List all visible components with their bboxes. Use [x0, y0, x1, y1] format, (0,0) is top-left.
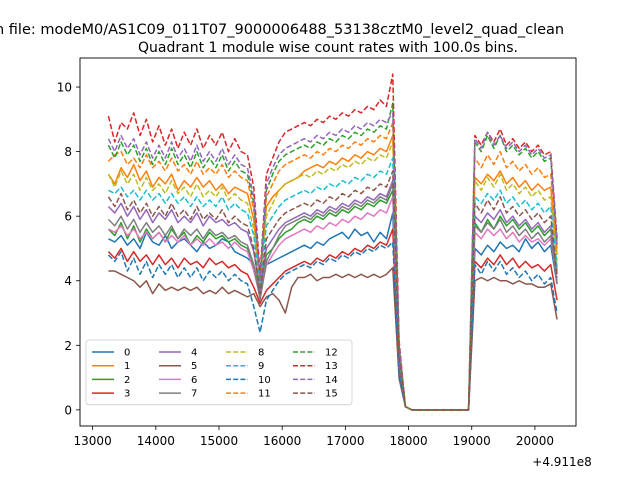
legend-label-5: 5	[191, 361, 197, 372]
legend-label-6: 6	[191, 375, 197, 386]
series-line-15	[107, 170, 558, 411]
legend-label-1: 1	[124, 361, 130, 372]
x-tick-label: 15000	[200, 434, 238, 448]
series-line-10	[107, 241, 558, 411]
x-tick-label: 19000	[453, 434, 491, 448]
series-line-6	[108, 196, 558, 411]
x-tick-label: 17000	[326, 434, 364, 448]
series-line-12	[107, 102, 558, 411]
legend-label-13: 13	[325, 361, 338, 372]
legend-label-12: 12	[325, 348, 338, 359]
series-line-13	[107, 73, 558, 411]
series-line-5	[108, 267, 558, 411]
legend-label-15: 15	[325, 389, 338, 400]
y-tick-label: 6	[64, 210, 72, 224]
legend-label-9: 9	[258, 361, 264, 372]
legend-label-0: 0	[124, 348, 130, 359]
x-tick-label: 20000	[516, 434, 554, 448]
series-line-3	[107, 228, 558, 411]
x-tick-label: 18000	[389, 434, 427, 448]
legend-label-11: 11	[258, 389, 271, 400]
y-tick-label: 2	[64, 339, 72, 353]
plot-area	[79, 57, 577, 427]
y-axis: 0 2 4 6 8 10	[57, 81, 80, 417]
series-line-14	[107, 112, 558, 411]
legend-label-14: 14	[325, 375, 338, 386]
series-layer	[107, 73, 558, 411]
legend-label-3: 3	[124, 389, 130, 400]
y-tick-label: 4	[64, 274, 72, 288]
series-line-11	[107, 121, 558, 411]
y-tick-label: 8	[64, 145, 72, 159]
series-line-7	[107, 183, 558, 411]
series-line-8	[107, 141, 558, 411]
chart-title: Quadrant 1 module wise count rates with …	[138, 40, 518, 56]
legend-label-10: 10	[258, 375, 271, 386]
legend-label-8: 8	[258, 348, 264, 359]
series-line-4	[107, 179, 558, 411]
legend-label-7: 7	[191, 389, 197, 400]
series-line-1	[107, 134, 558, 411]
x-tick-label: 13000	[74, 434, 112, 448]
x-tick-label: 16000	[263, 434, 301, 448]
series-line-0	[108, 212, 558, 411]
legend-box	[85, 339, 353, 406]
y-tick-label: 10	[57, 81, 72, 95]
legend-label-2: 2	[124, 375, 130, 386]
y-tick-label: 0	[64, 403, 72, 417]
legend-label-4: 4	[191, 348, 197, 359]
x-axis: 13000 14000 15000 16000 17000 18000 19000 20000	[74, 426, 554, 448]
x-axis-offset-label: +4.911e8	[532, 455, 591, 469]
figure-suptitle: n file: modeM0/AS1C09_011T07_9000006488_…	[0, 22, 564, 38]
series-line-9	[108, 157, 558, 411]
x-tick-label: 14000	[137, 434, 175, 448]
axes-frame	[79, 57, 577, 427]
